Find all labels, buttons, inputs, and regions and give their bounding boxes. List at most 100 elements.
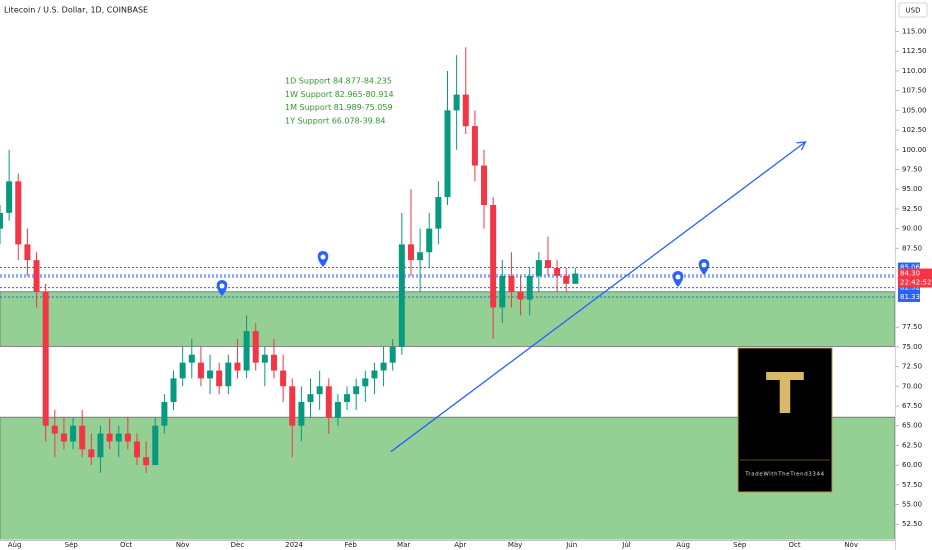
x-tick-label: 2024 [285,541,303,549]
candle-body [535,260,542,276]
x-tick-label: Aug [8,541,22,549]
candle-body [252,331,259,363]
candle-body [289,386,296,426]
chart-title: Litecoin / U.S. Dollar, 1D, COINBASE [4,6,148,15]
candle-body [42,291,49,426]
candle-body [216,370,223,387]
y-tick-label: 65.00 [902,422,922,430]
marker-pin-dot [320,254,326,260]
candle-body [325,386,332,418]
price-label: 81.33 [900,293,920,301]
candle-body [33,260,40,292]
candle-body [334,402,341,418]
y-tick-label: 87.50 [902,244,922,252]
candle-body [307,394,314,403]
candle-body [572,273,579,284]
y-tick-label: 102.50 [902,126,927,134]
candle-body [197,362,204,379]
y-tick-label: 92.50 [902,205,922,213]
candle-body [398,244,405,347]
candle-body [554,268,561,276]
candle-body [371,370,378,379]
candle-body [15,181,22,245]
candle-body [0,212,3,229]
candle-body [115,433,122,442]
plot-area [0,47,896,541]
y-tick-label: 75.00 [902,343,922,351]
marker-pin-dot [675,274,681,280]
candle-body [544,260,551,269]
x-tick-label: Aug [676,541,690,549]
currency-box [898,2,928,18]
candle-body [133,441,140,458]
candle-body [243,331,250,371]
y-tick-label: 90.00 [902,225,922,233]
candle-body [462,94,469,127]
y-tick-label: 62.50 [902,441,922,449]
candle-body [280,370,287,387]
candle-body [207,370,214,379]
candle-body [161,402,168,426]
candle-body [517,291,524,300]
countdown: 22:42:52 [900,279,931,287]
candle-body [444,110,451,198]
x-tick-label: Mar [397,541,410,549]
price-label: 85.06 [900,264,921,272]
candle-body [380,362,387,371]
x-tick-label: Oct [788,541,800,549]
candle-body [270,354,277,371]
y-tick-label: 57.50 [902,481,922,489]
x-tick-label: Sep [65,541,79,549]
y-tick-label: 77.50 [902,323,922,331]
y-tick-label: 107.50 [902,87,927,95]
y-tick-label: 110.00 [902,67,927,75]
candle-body [60,433,67,442]
candle-body [435,197,442,229]
y-tick-label: 60.00 [902,461,922,469]
y-tick-label: 112.50 [902,47,927,55]
candle-body [353,386,360,395]
candle-body [179,362,186,379]
support-annotation: 1D Support 84.877-84.235 [285,77,392,86]
candle-body [106,433,113,442]
candle-body [225,362,232,387]
y-tick-label: 105.00 [902,106,927,114]
last-price: 84.30 [900,270,920,278]
logo-letter: T [766,362,804,427]
candle-body [234,362,241,371]
candle-body [188,354,195,363]
candle-body [389,346,396,363]
y-tick-label: 97.50 [902,165,922,173]
price-label-box [898,282,920,293]
trendline [390,141,806,453]
support-zone [0,291,896,347]
candle-body [24,244,31,261]
x-tick-label: Dec [231,541,245,549]
y-tick-label: 70.00 [902,382,922,390]
candle-body [51,425,58,434]
candle-body [526,275,533,300]
x-tick-label: Oct [120,541,132,549]
support-annotation: 1Y Support 66.078-39.84 [285,116,385,125]
candle-body [88,449,95,458]
y-tick-label: 100.00 [902,146,927,154]
candle-body [362,378,369,387]
price-label: 82.52 [900,284,920,292]
y-tick-label: 95.00 [902,185,922,193]
price-label-box [898,262,920,273]
x-tick-label: Jun [565,541,577,549]
candle-body [124,433,131,442]
candle-body [97,433,104,458]
candle-body [471,126,478,166]
support-annotation: 1W Support 82.965-80.914 [285,90,394,99]
candle-body [79,425,86,450]
candle-body [499,275,506,308]
candle-body [490,204,497,308]
candle-body [481,165,488,205]
logo-caption: TradeWithTheTrend3344 [744,472,824,478]
x-tick-label: Nov [844,541,858,549]
y-tick-label: 67.50 [902,402,922,410]
marker-pin-dot [701,262,707,268]
y-tick-label: 115.00 [902,28,927,36]
logo-box [737,347,833,493]
